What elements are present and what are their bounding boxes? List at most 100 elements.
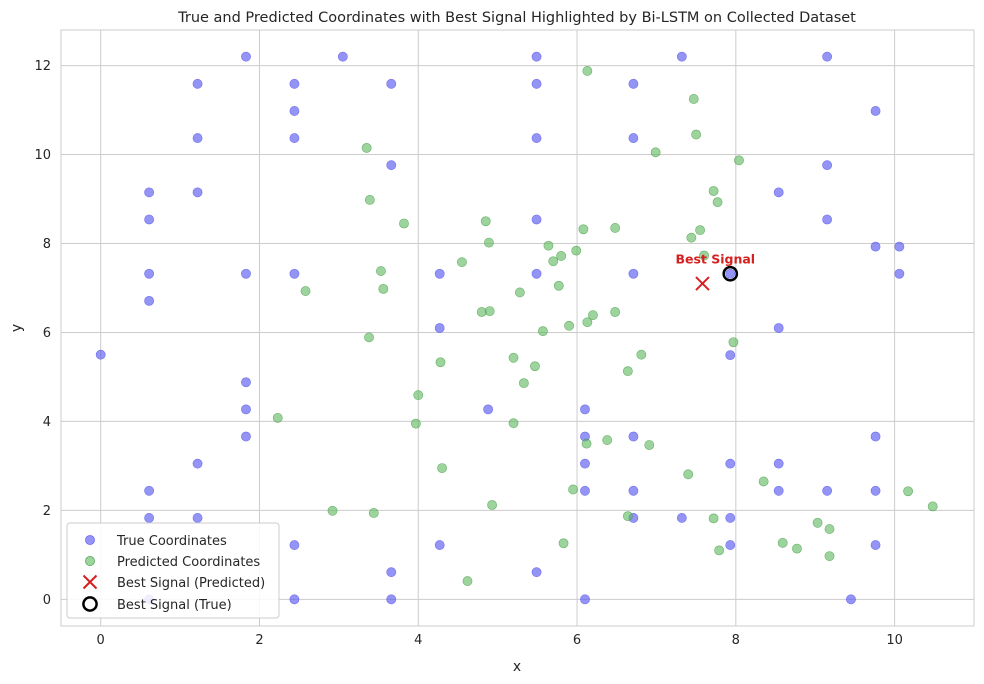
x-axis-label: x [513,659,521,675]
true-coordinate-point [289,594,300,605]
best-signal-annotation: Best Signal [675,252,755,267]
predicted-coordinate-point [410,418,421,429]
legend-marker-true [85,535,95,545]
predicted-coordinate-point [582,66,593,76]
true-coordinate-point [531,268,542,279]
true-coordinate-point [289,78,300,89]
true-coordinate-point [386,78,397,89]
predicted-coordinate-point [644,440,655,450]
predicted-coordinate-point [364,195,375,205]
true-coordinate-point [773,323,784,333]
predicted-coordinate-point [581,438,592,449]
true-coordinate-point [192,458,203,469]
y-tick-label: 6 [43,326,51,341]
legend-marker-best-true [82,596,98,612]
predicted-coordinate-point [758,476,769,487]
predicted-coordinate-point [602,435,613,445]
y-tick-label: 2 [43,504,51,519]
predicted-coordinate-point [327,505,338,516]
true-coordinate-point [822,160,833,171]
predicted-coordinates-series [272,66,938,586]
predicted-coordinate-point [300,286,311,296]
true-coordinate-point [894,241,905,252]
true-coordinate-point [241,268,251,279]
true-coordinate-point [846,594,856,605]
best-signal-true-marker [722,265,739,282]
predicted-coordinate-point [530,361,540,372]
true-coordinate-point [434,540,445,550]
best-signal-markers: Best Signal [675,252,755,291]
legend-label-predicted: Predicted Coordinates [117,555,260,570]
true-coordinate-point [483,404,494,415]
legend-label-best-true: Best Signal (True) [117,598,232,613]
legend-label-true: True Coordinates [116,534,227,549]
predicted-coordinate-point [708,186,719,196]
true-coordinate-point [870,485,881,496]
predicted-coordinate-point [376,266,386,276]
true-coordinate-point [628,268,639,279]
predicted-coordinate-point [622,366,633,377]
true-coordinate-point [144,295,155,306]
x-tick-label: 2 [255,633,263,648]
true-coordinate-point [725,540,736,550]
true-coordinate-point [386,567,397,578]
true-coordinate-point [676,51,687,62]
predicted-coordinate-point [683,469,694,480]
predicted-coordinate-point [927,501,938,512]
true-coordinate-point [628,485,639,496]
predicted-coordinate-point [708,513,719,524]
predicted-coordinate-point [558,538,569,549]
true-coordinate-point [870,106,881,116]
predicted-coordinate-point [538,326,548,337]
true-coordinate-point [144,268,155,279]
predicted-coordinate-point [378,283,389,294]
predicted-coordinate-point [487,500,497,510]
true-coordinate-point [628,133,639,143]
true-coordinate-point [144,187,155,198]
predicted-coordinate-point [728,337,739,348]
predicted-coordinate-point [553,280,564,291]
true-coordinate-point [773,458,784,469]
true-coordinate-point [95,349,106,360]
predicted-coordinate-point [734,155,744,166]
true-coordinate-point [870,241,881,252]
x-tick-label: 10 [886,633,903,648]
predicted-coordinate-point [622,511,633,522]
true-coordinates-series [95,51,905,605]
legend-markers [82,535,98,612]
predicted-coordinate-point [824,551,835,562]
predicted-coordinate-point [437,463,447,474]
true-coordinate-point [531,133,542,143]
predicted-coordinate-point [610,307,621,317]
x-tick-label: 6 [573,633,581,648]
true-coordinate-point [870,540,881,550]
legend-marker-predicted [85,556,95,566]
true-coordinate-point [386,594,397,605]
true-coordinate-point [628,431,639,442]
predicted-coordinate-point [399,218,409,229]
true-coordinate-point [386,160,397,171]
true-coordinate-point [725,513,736,523]
true-coordinate-point [870,431,881,442]
y-tick-label: 12 [34,59,51,74]
y-axis-label: y [9,324,25,332]
true-coordinate-point [337,51,348,62]
true-coordinate-point [144,513,155,523]
true-coordinate-point [241,404,251,415]
true-coordinate-point [289,268,300,279]
true-coordinate-point [241,431,251,442]
true-coordinate-point [192,133,203,143]
true-coordinate-point [289,540,300,550]
y-tick-label: 8 [43,237,51,252]
true-coordinate-point [531,51,542,62]
true-coordinate-point [192,187,203,198]
true-coordinate-point [434,268,445,279]
predicted-coordinate-point [578,224,589,235]
true-coordinate-point [725,458,736,469]
x-tick-label: 0 [97,633,105,648]
predicted-coordinate-point [691,129,702,140]
predicted-coordinate-point [462,576,473,586]
chart-title: True and Predicted Coordinates with Best… [177,10,856,26]
